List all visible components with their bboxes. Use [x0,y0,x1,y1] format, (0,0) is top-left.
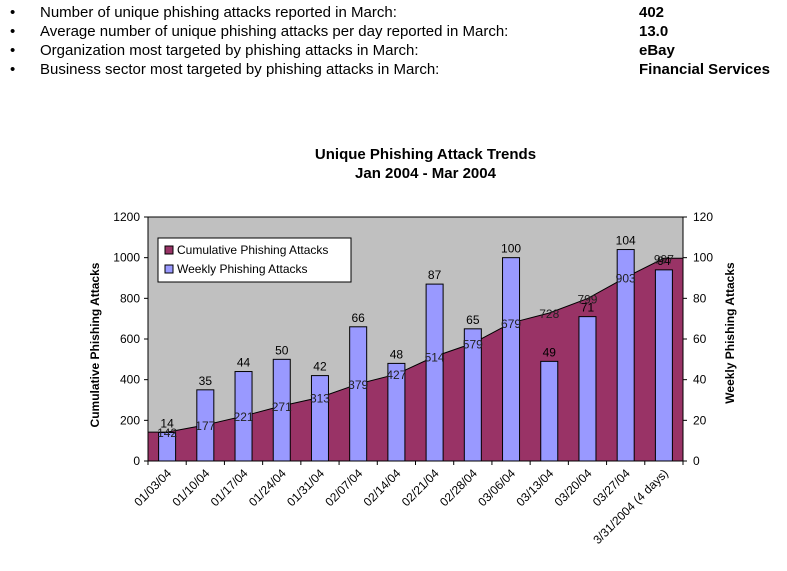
weekly-value-label: 100 [501,242,521,256]
weekly-bar [349,326,368,462]
cumulative-value-label: 679 [501,317,521,331]
weekly-bar [310,375,329,462]
weekly-value-label: 48 [390,347,404,361]
cumulative-value-label: 514 [425,350,445,364]
weekly-value-label: 44 [237,356,251,370]
weekly-bar [387,362,406,462]
x-tick-label: 01/17/04 [208,466,251,509]
legend-swatch-weekly [164,264,174,274]
weekly-bar [234,371,253,462]
weekly-value-label: 65 [466,313,480,327]
cumulative-value-label: 221 [234,410,254,424]
bullet-marker: • [10,23,16,40]
summary-label: Number of unique phishing attacks report… [40,4,397,21]
cumulative-value-label: 728 [539,307,559,321]
weekly-value-label: 49 [543,345,557,359]
cumulative-value-label: 142 [157,426,177,440]
cumulative-value-label: 313 [310,391,330,405]
legend-swatch-cumulative [164,245,174,255]
left-tick-label: 1000 [113,251,140,265]
weekly-bar [578,316,597,462]
left-tick-label: 1200 [113,210,140,224]
cumulative-value-label: 903 [616,271,636,285]
weekly-value-label: 14 [160,417,174,431]
cumulative-value-label: 427 [386,368,406,382]
chart-subtitle: Jan 2004 - Mar 2004 [355,165,497,182]
x-tick-label: 3/31/2004 (4 days) [590,466,671,547]
summary-item: • Organization most targeted by phishing… [0,42,787,61]
left-axis-title: Cumulative Phishing Attacks [88,262,102,427]
summary-item: • Business sector most targeted by phish… [0,61,787,80]
left-tick-label: 800 [120,291,140,305]
legend-box [157,237,352,283]
bullet-marker: • [10,61,16,78]
chart-title: Unique Phishing Attack Trends [315,146,536,163]
left-tick-label: 400 [120,373,140,387]
weekly-bar [425,283,444,462]
summary-value: Financial Services [639,61,770,78]
cumulative-value-label: 579 [463,337,483,351]
x-tick-label: 02/21/04 [399,466,442,509]
weekly-bar [502,257,521,462]
weekly-value-label: 66 [351,311,365,325]
weekly-bar [463,328,482,462]
weekly-value-label: 104 [616,234,636,248]
weekly-value-label: 87 [428,268,442,282]
bullet-marker: • [10,42,16,59]
summary-list: • Number of unique phishing attacks repo… [0,4,787,80]
x-tick-label: 01/03/04 [131,466,174,509]
weekly-bar [272,358,291,462]
right-tick-label: 100 [693,251,713,265]
legend-label-weekly: Weekly Phishing Attacks [177,262,308,276]
right-tick-label: 20 [693,413,707,427]
weekly-value-label: 42 [313,360,327,374]
left-tick-label: 0 [133,454,140,468]
x-tick-label: 01/24/04 [246,466,289,509]
summary-label: Average number of unique phishing attack… [40,23,509,40]
x-tick-label: 01/31/04 [284,466,327,509]
cumulative-value-label: 997 [654,252,674,266]
summary-value: eBay [639,42,675,59]
cumulative-value-label: 379 [348,378,368,392]
weekly-bar [654,269,673,462]
x-tick-label: 02/14/04 [361,466,404,509]
weekly-value-label: 50 [275,343,289,357]
right-tick-label: 80 [693,291,707,305]
right-axis-title: Weekly Phishing Attacks [723,262,737,404]
right-tick-label: 60 [693,332,707,346]
summary-label: Business sector most targeted by phishin… [40,61,440,78]
x-tick-label: 01/10/04 [170,466,213,509]
right-tick-label: 0 [693,454,700,468]
x-tick-label: 03/20/04 [552,466,595,509]
summary-value: 13.0 [639,23,669,40]
weekly-bar [616,249,635,462]
cumulative-value-label: 177 [195,419,215,433]
weekly-bar [540,360,559,462]
summary-item: • Average number of unique phishing atta… [0,23,787,42]
x-tick-label: 03/06/04 [475,466,518,509]
summary-label: Organization most targeted by phishing a… [40,42,419,59]
left-tick-label: 200 [120,413,140,427]
weekly-bar [196,389,215,462]
left-tick-label: 600 [120,332,140,346]
x-tick-label: 02/28/04 [437,466,480,509]
weekly-value-label: 71 [581,301,595,315]
weekly-value-label: 94 [657,254,671,268]
right-tick-label: 40 [693,373,707,387]
x-tick-label: 03/13/04 [513,466,556,509]
summary-value: 402 [639,4,665,21]
weekly-value-label: 35 [199,374,213,388]
weekly-bar [158,432,177,462]
x-tick-label: 02/07/04 [322,466,365,509]
cumulative-value-label: 271 [272,400,292,414]
summary-item: • Number of unique phishing attacks repo… [0,4,787,23]
legend-label-cumulative: Cumulative Phishing Attacks [177,243,328,257]
cumulative-value-label: 799 [577,293,597,307]
bullet-marker: • [10,4,16,21]
right-tick-label: 120 [693,210,713,224]
